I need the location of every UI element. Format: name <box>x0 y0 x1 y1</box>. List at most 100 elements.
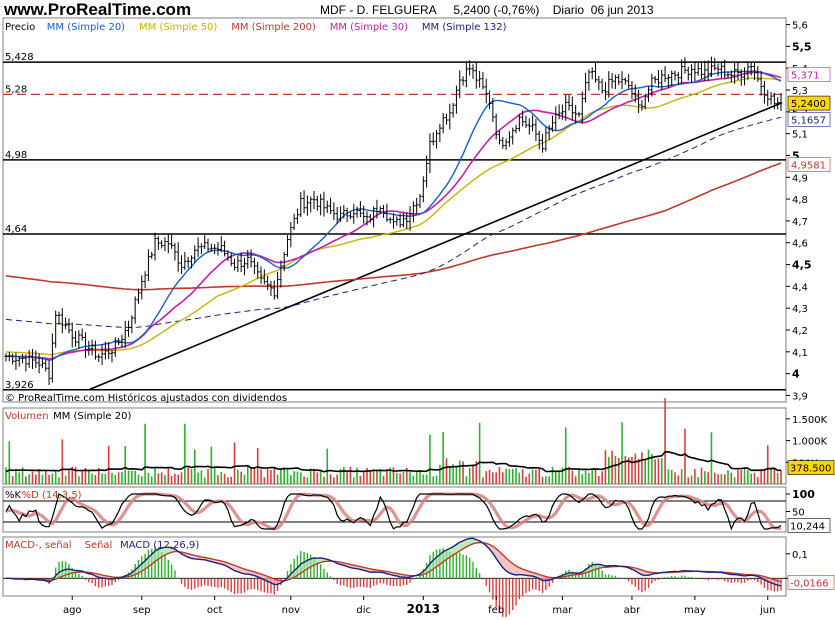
ma200-line <box>5 162 782 291</box>
volume-ma-line <box>5 450 782 473</box>
price-pane <box>2 17 787 403</box>
chart-title: MDF - D. FELGUERA 5,2400 (-0,76%) Diario… <box>320 3 654 17</box>
macd-axis-label: 0,1 <box>792 550 808 561</box>
macd-fill <box>509 561 513 575</box>
macd-legend-item: MACD-, señal <box>5 540 72 551</box>
macd-fill <box>310 558 314 567</box>
price-legend-item: MM (Simple 132) <box>422 22 507 33</box>
level-label: 5,28 <box>5 84 27 95</box>
stoch-d-line <box>5 492 782 531</box>
value-tag-label: 5,371 <box>791 71 820 82</box>
macd-fill <box>459 540 464 551</box>
macd-tag-label: -0,0166 <box>790 578 829 589</box>
value-tag-label: 4,9581 <box>791 161 826 172</box>
price-axis-label: 4,2 <box>792 326 808 337</box>
macd-fill <box>307 558 311 569</box>
macd-fill <box>512 563 516 575</box>
chart-date: 06 jun 2013 <box>590 3 654 17</box>
volume-tag-label: 378.500 <box>790 464 831 475</box>
price-axis-label: 4,9 <box>792 173 808 184</box>
price-axis-label: 4,4 <box>792 282 808 293</box>
stoch-axis-label: 50 <box>792 508 805 519</box>
price-axis-label: 5,6 <box>792 21 808 32</box>
time-axis-label: mar <box>552 605 573 616</box>
macd-fill <box>463 539 467 549</box>
stoch-legend-item: %D (14,3,5) <box>22 490 82 501</box>
macd-legend-item: MACD (12,26,9) <box>120 540 199 551</box>
price-axis-label: 4 <box>792 368 800 381</box>
last-price-tag <box>787 95 831 111</box>
price-legend-item: MM (Simple 200) <box>231 22 316 33</box>
value-tag-label: 5,2400 <box>791 99 826 110</box>
macd-fill <box>300 562 305 574</box>
volume-bars <box>5 398 782 484</box>
trend-line <box>88 102 782 391</box>
macd-fill <box>492 546 497 559</box>
volume-legend-item: MM (Simple 20) <box>53 411 131 422</box>
period: Diario <box>552 3 585 17</box>
macd-fill <box>155 549 159 562</box>
volume-pane <box>2 407 787 485</box>
macd-fill <box>148 554 152 567</box>
time-axis-label: jun <box>759 605 775 616</box>
time-axis-label: oct <box>207 605 223 616</box>
macd-pane <box>2 536 787 597</box>
price-legend-item: MM (Simple 20) <box>47 22 125 33</box>
level-label: 4,98 <box>5 150 27 161</box>
time-axis-label: nov <box>282 605 300 616</box>
macd-fill <box>456 542 460 553</box>
value-tag <box>787 112 831 127</box>
price-bars <box>4 56 783 385</box>
stoch-axis-label: 100 <box>792 488 815 501</box>
price-axis-label: 4,7 <box>792 217 808 228</box>
value-tag <box>787 67 831 82</box>
macd-fill <box>161 547 165 557</box>
stoch-legend-item: %K <box>5 490 22 501</box>
time-axis-label: ago <box>63 605 82 616</box>
price-axis-label: 5,5 <box>792 40 812 53</box>
last-price: 5,2400 (-0,76%) <box>453 3 540 17</box>
time-axis-label: abr <box>624 605 641 616</box>
stoch-tag-label: 10,244 <box>790 521 825 532</box>
macd-fill <box>439 551 444 565</box>
macd-fill <box>446 548 450 560</box>
price-axis-label: 4,5 <box>792 259 812 272</box>
level-label: 5,428 <box>5 52 34 63</box>
level-label: 3,926 <box>5 380 34 391</box>
stoch-k-line <box>5 493 782 531</box>
macd-fill <box>506 558 510 573</box>
footer-note: © ProRealTime.com Históricos ajustados c… <box>5 392 287 404</box>
level-label: 4,64 <box>5 224 27 235</box>
value-tag-label: 5,1657 <box>791 115 826 126</box>
ma132-line <box>5 116 782 328</box>
price-axis-label: 4,8 <box>792 195 808 206</box>
macd-fill <box>449 546 454 558</box>
ticker-name: MDF - D. FELGUERA <box>320 3 437 17</box>
macd-fill <box>466 538 470 547</box>
price-axis-label: 5 <box>792 149 800 162</box>
macd-tag <box>787 575 835 590</box>
macd-fill <box>138 563 142 573</box>
macd-fill <box>426 563 430 574</box>
time-axis-label: feb <box>488 605 504 616</box>
value-tag <box>787 157 831 172</box>
macd-line <box>6 537 782 587</box>
stochastic-pane <box>2 486 787 533</box>
volume-legend-item: Volumen <box>5 411 49 422</box>
macd-fill <box>443 550 447 562</box>
macd-fill <box>436 554 440 567</box>
price-axis-label: 5,3 <box>792 86 808 97</box>
price-axis-label: 4,1 <box>792 348 808 359</box>
price-legend-item: MM (Simple 30) <box>330 22 408 33</box>
site-watermark: www.ProRealTime.com <box>4 0 192 19</box>
macd-legend-item: Señal <box>85 540 113 551</box>
macd-fill <box>290 570 295 579</box>
volume-tag <box>787 460 835 475</box>
time-axis-label: 2013 <box>407 602 440 616</box>
price-axis-label: 3,9 <box>792 391 808 402</box>
price-axis-label: 4,3 <box>792 304 808 315</box>
volume-axis-label: 1.000K <box>792 437 828 448</box>
volume-axis-label: 1.500K <box>792 415 828 426</box>
